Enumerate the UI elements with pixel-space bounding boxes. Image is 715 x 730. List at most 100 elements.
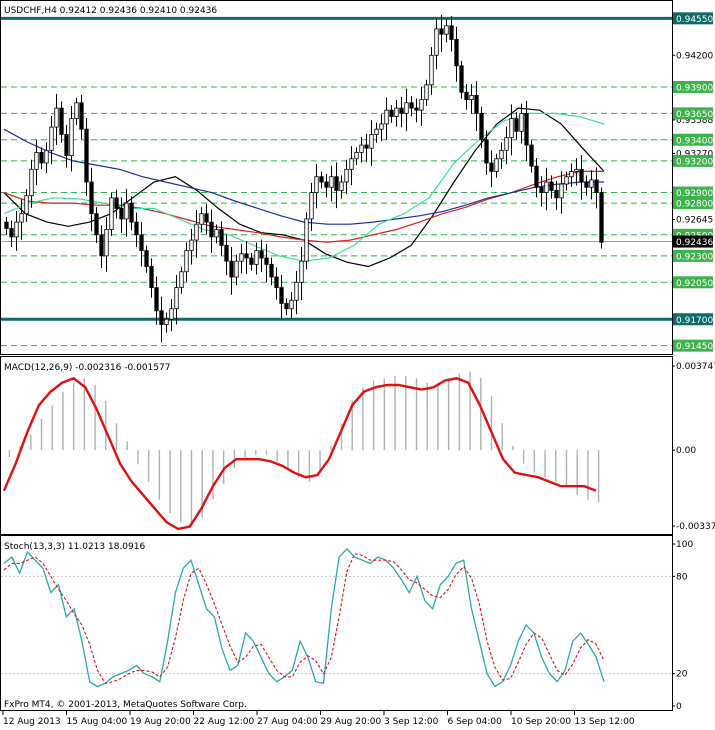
stoch-tick-label: 20	[676, 670, 688, 680]
candle-body	[364, 144, 369, 149]
time-tick-label: 12 Aug 2013	[3, 717, 61, 727]
price-level-tag-label: 0.94550	[676, 15, 713, 25]
candle-body	[239, 253, 244, 262]
stoch-main-line	[3, 547, 605, 688]
candle-body	[434, 28, 439, 56]
candle-body	[204, 213, 209, 223]
candle-body	[574, 168, 579, 172]
candle-body	[249, 257, 254, 265]
candle-body	[519, 112, 524, 132]
candle-body	[449, 25, 454, 40]
candle-body	[494, 158, 499, 172]
candle-body	[109, 197, 114, 230]
moving-average-blue	[3, 128, 604, 225]
candle-body	[214, 229, 219, 238]
candle-body	[414, 107, 419, 111]
candle-body	[279, 287, 284, 304]
price-level-tag-bg	[673, 249, 713, 262]
candle-body	[219, 229, 224, 246]
candle-body	[119, 207, 124, 220]
candle-body	[34, 152, 39, 170]
candle-body	[269, 263, 274, 278]
price-level-tag-bg	[673, 107, 713, 120]
candle-body	[254, 250, 259, 265]
candle-body	[199, 213, 204, 225]
price-level-tag: 0.94550	[673, 12, 713, 25]
candle-body	[339, 181, 344, 191]
candle-body	[479, 112, 484, 141]
candle-body	[504, 137, 509, 151]
stoch-panel-frame	[0, 535, 673, 711]
candle-body	[194, 223, 199, 241]
price-level-tag: 0.91700	[673, 313, 713, 326]
candle-body	[114, 197, 119, 209]
candle-body	[374, 128, 379, 135]
candle-body	[329, 176, 334, 188]
candle-body	[184, 250, 189, 273]
candle-body	[39, 152, 44, 164]
price-tick-label: 0.94200	[676, 51, 713, 61]
time-tick-label: 3 Sep 12:00	[384, 717, 439, 727]
candle-body	[394, 107, 399, 117]
candle-body	[389, 109, 394, 117]
candle-body	[384, 109, 389, 125]
stoch-tick-label: 80	[676, 572, 688, 582]
macd-tick-label: -0.00337	[676, 522, 715, 532]
candle-body	[189, 239, 194, 252]
candle-body	[314, 176, 319, 193]
candle-body	[579, 168, 584, 183]
price-level-tag: 0.92800	[673, 197, 713, 210]
time-tick-label: 6 Sep 04:00	[448, 717, 503, 727]
macd-histogram	[8, 371, 600, 527]
candle-body	[539, 186, 544, 193]
candle-body	[319, 176, 324, 183]
candle-body	[19, 213, 24, 223]
copyright-text: FxPro MT4, © 2001-2013, MetaQuotes Softw…	[4, 700, 247, 710]
candle-body	[484, 139, 489, 164]
candle-body	[29, 168, 34, 197]
price-chart-title: USDCHF,H4 0.92412 0.92436 0.92410 0.9243…	[4, 6, 217, 16]
candle-body	[244, 253, 249, 259]
candle-body	[309, 192, 314, 220]
price-tick-label: 0.92645	[676, 215, 713, 225]
candle-body	[294, 281, 299, 301]
price-level-tag-bg	[673, 80, 713, 93]
candle-body	[379, 123, 384, 130]
stoch-axis: 100 80 20 0	[672, 540, 693, 712]
candle-body	[129, 202, 134, 223]
candle-body	[459, 65, 464, 93]
candle-body	[149, 266, 154, 288]
candle-body	[139, 234, 144, 252]
candle-body	[569, 171, 574, 178]
price-level-tag-label: 0.91450	[676, 342, 713, 352]
price-level-tag: 0.92300	[673, 249, 713, 262]
candle-body	[159, 310, 164, 325]
price-level-tag: 0.93200	[673, 154, 713, 167]
price-level-tag-label: 0.92300	[676, 252, 713, 262]
stoch-signal-line	[3, 553, 605, 684]
price-level-tag-label: 0.93200	[676, 157, 713, 167]
candle-body	[424, 84, 429, 101]
candle-body	[49, 126, 54, 151]
time-tick-label: 10 Sep 20:00	[511, 717, 571, 727]
candle-body	[69, 118, 74, 157]
price-tick-label: 0.93270	[676, 149, 713, 159]
candle-body	[99, 234, 104, 257]
time-tick-label: 15 Aug 04:00	[67, 717, 128, 727]
candle-body	[439, 28, 444, 35]
candle-body	[469, 95, 474, 101]
candle-body	[334, 176, 339, 191]
candle-body	[284, 303, 289, 310]
candle-body	[429, 54, 434, 86]
candle-body	[9, 228, 14, 238]
candle-body	[224, 244, 229, 262]
candle-body	[289, 299, 294, 310]
candle-body	[94, 213, 99, 236]
stoch-tick-label: 0	[676, 702, 682, 712]
candle-body	[509, 118, 514, 139]
candle-body	[564, 176, 569, 185]
moving-average-green	[3, 112, 605, 262]
price-level-tag: 0.93900	[673, 80, 713, 93]
time-tick-label: 27 Aug 04:00	[257, 717, 318, 727]
